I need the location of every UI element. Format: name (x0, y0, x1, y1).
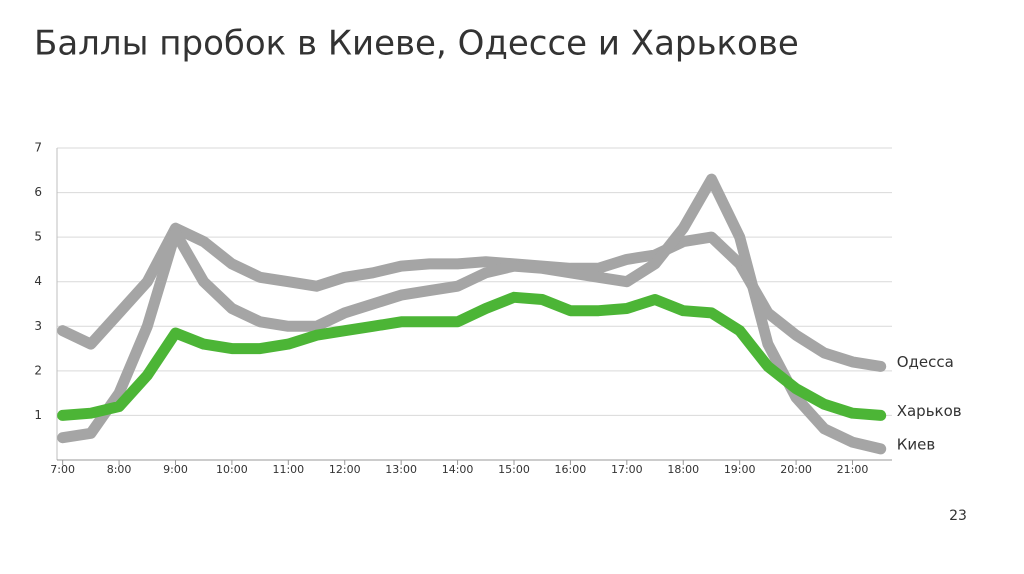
x-tick-label: 9:00 (163, 463, 188, 476)
series-line (57, 291, 887, 421)
x-tick-label: 18:00 (667, 463, 699, 476)
x-tick-label: 12:00 (329, 463, 361, 476)
y-tick-label: 3 (34, 319, 42, 333)
x-tick-label: 13:00 (385, 463, 417, 476)
series-line (57, 173, 887, 455)
series-label: Киев (897, 435, 935, 453)
x-tick-label: 20:00 (780, 463, 812, 476)
x-tick-label: 10:00 (216, 463, 248, 476)
x-tick-label: 8:00 (107, 463, 132, 476)
y-tick-label: 2 (34, 363, 42, 377)
x-tick-label: 16:00 (555, 463, 587, 476)
x-tick-label: 14:00 (442, 463, 474, 476)
y-tick-label: 6 (34, 185, 42, 199)
y-tick-label: 7 (34, 141, 42, 155)
y-tick-label: 4 (34, 274, 42, 288)
series-label: Одесса (897, 353, 954, 371)
x-tick-label: 7:00 (50, 463, 75, 476)
x-tick-label: 15:00 (498, 463, 530, 476)
chart-title: Баллы пробок в Киеве, Одессе и Харькове (34, 24, 799, 64)
x-tick-label: 19:00 (724, 463, 756, 476)
y-tick-label: 1 (34, 408, 42, 422)
page-number: 23 (949, 508, 967, 524)
x-tick-label: 21:00 (837, 463, 869, 476)
series-label: Харьков (897, 402, 962, 420)
x-tick-label: 17:00 (611, 463, 643, 476)
x-tick-label: 11:00 (272, 463, 304, 476)
y-tick-label: 5 (34, 230, 42, 244)
